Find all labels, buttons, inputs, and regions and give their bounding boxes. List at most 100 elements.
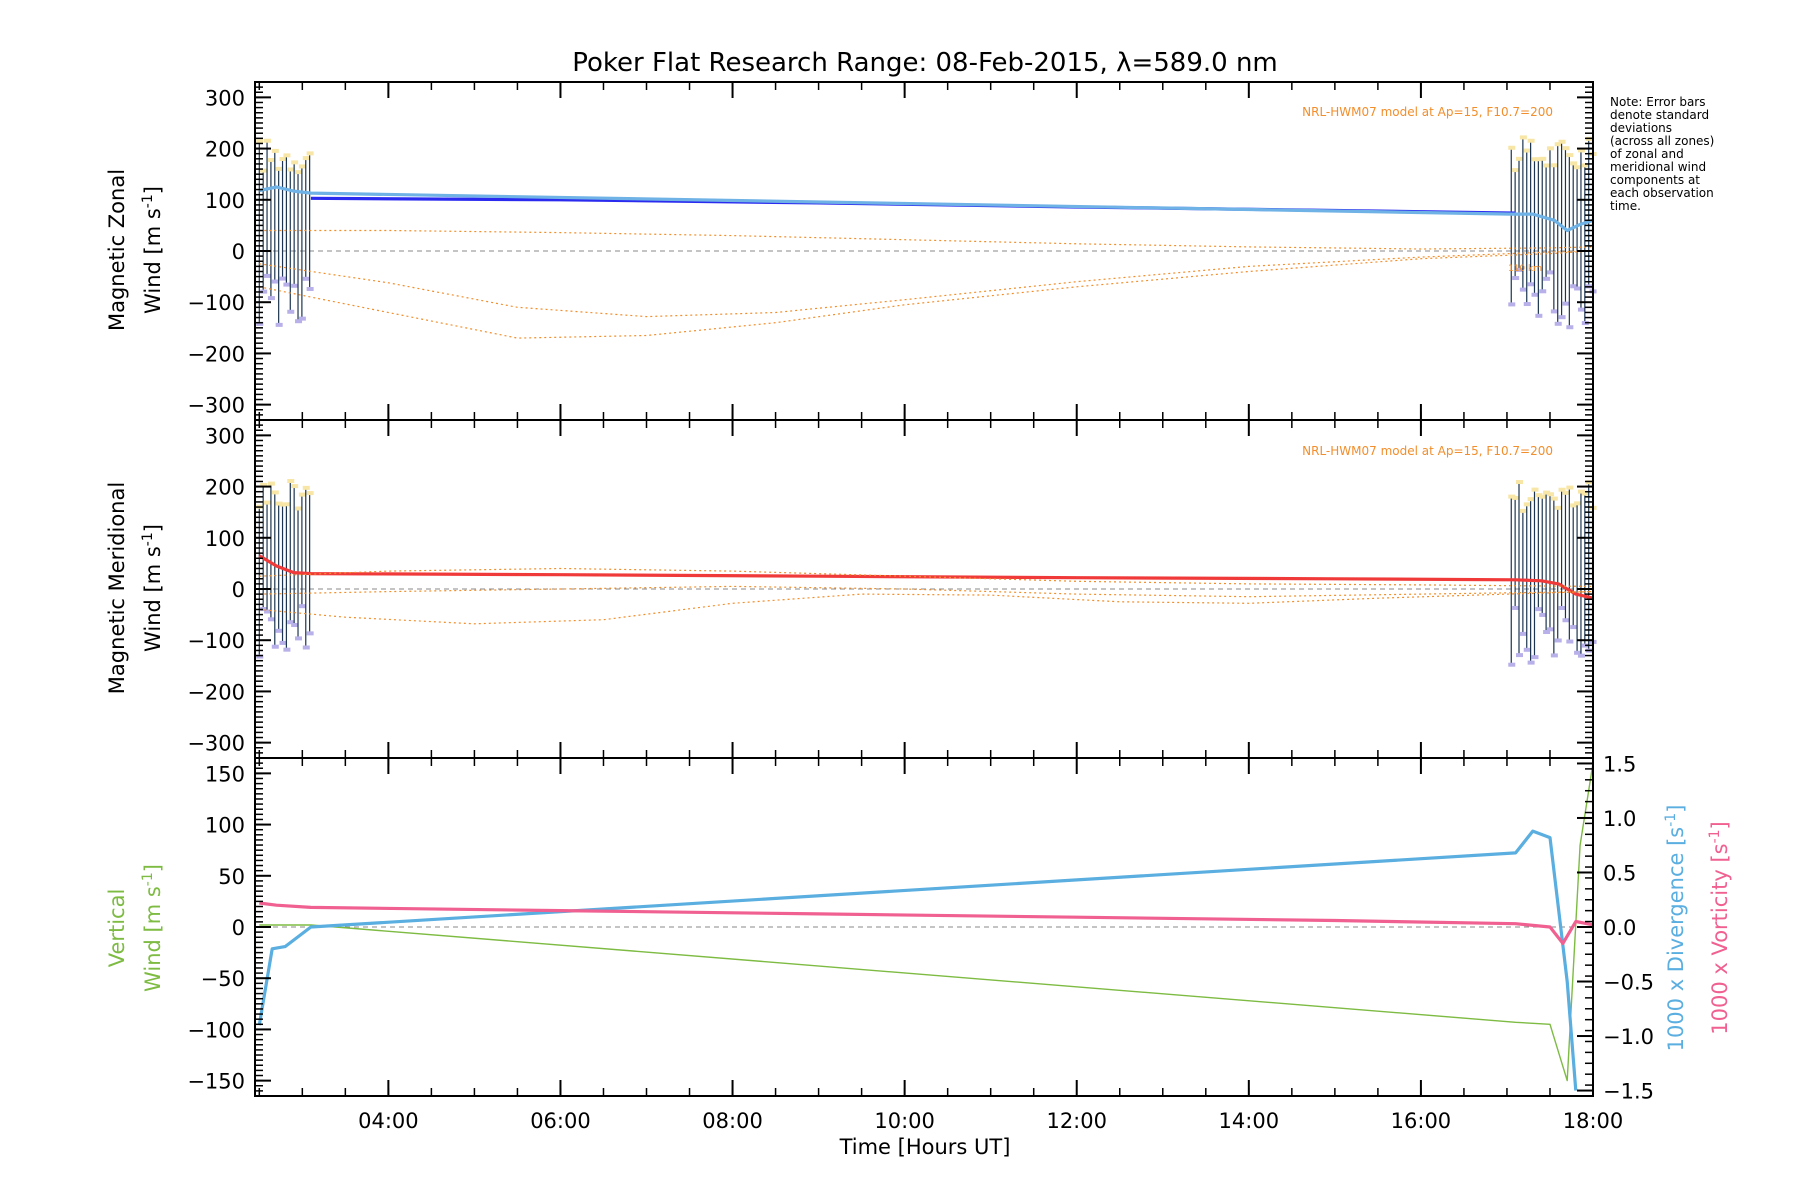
- vertical-wind-panel: −150 −100 −50 0 50 100 150 −1.5 −1.0 −0.5 0.0 0.5 1.…: [187, 752, 1654, 1133]
- error-bar-cap-top: [1531, 487, 1539, 492]
- error-bar-cap-top: [283, 502, 291, 507]
- y-tick-label: 100: [205, 814, 245, 838]
- error-bar-cap-top: [279, 502, 287, 507]
- error-bar-cap-bottom: [1508, 302, 1516, 307]
- series-line: [258, 554, 1594, 600]
- error-bar-cap-bottom: [298, 604, 306, 609]
- error-bar-cap-top: [1558, 139, 1566, 144]
- error-bar-cap-bottom: [1531, 292, 1539, 297]
- y-tick-label: 100: [205, 527, 245, 551]
- series-line: [259, 585, 1594, 598]
- error-bar-cap-bottom: [1550, 653, 1558, 658]
- error-bar-cap-top: [1566, 153, 1574, 158]
- error-bar-cap-top: [1562, 490, 1570, 495]
- error-bar-cap-bottom: [1519, 287, 1527, 292]
- note-line: of zonal and: [1610, 147, 1684, 161]
- error-bar-cap-bottom: [1539, 289, 1547, 294]
- error-bar-cap-bottom: [279, 276, 287, 281]
- note-line: deviations: [1610, 121, 1672, 135]
- error-bar-cap-top: [1570, 503, 1578, 508]
- series-line: [257, 829, 1578, 1091]
- error-bar-cap-top: [1577, 489, 1585, 494]
- y2-tick-label: −0.5: [1603, 971, 1654, 995]
- error-bar-cap-top: [1527, 497, 1535, 502]
- error-bar-cap-top: [1523, 502, 1531, 507]
- y2-tick-label: 0.5: [1603, 861, 1636, 885]
- error-bar-cap-top: [275, 166, 283, 171]
- zonal-ylabel-units: Wind [m s-1]: [140, 186, 165, 314]
- error-bar-cap-bottom: [275, 628, 283, 633]
- y-tick-label: −100: [187, 1018, 245, 1042]
- error-bar-cap-top: [295, 506, 303, 511]
- y2-tick-label: 0.0: [1603, 916, 1636, 940]
- x-tick-label: 18:00: [1563, 1109, 1624, 1133]
- error-bar-cap-bottom: [1562, 301, 1570, 306]
- error-bar-cap-top: [1508, 494, 1516, 499]
- error-bar-cap-bottom: [271, 644, 279, 649]
- error-bar-cap-bottom: [295, 636, 303, 641]
- series-line: [259, 229, 1594, 250]
- y-tick-label: 200: [205, 476, 245, 500]
- error-bar-cap-top: [1535, 157, 1543, 162]
- error-bar-cap-bottom: [1531, 655, 1539, 660]
- series-line: [259, 250, 1594, 318]
- x-axis-label: Time [Hours UT]: [839, 1135, 1011, 1159]
- x-tick-label: 04:00: [358, 1109, 419, 1133]
- error-bar-cap-bottom: [1546, 270, 1554, 275]
- error-bar-cap-top: [267, 157, 275, 162]
- error-bar-cap-bottom: [1519, 631, 1527, 636]
- error-bar-cap-bottom: [1512, 605, 1520, 610]
- error-bar-cap-top: [295, 170, 303, 175]
- series-line: [258, 185, 1594, 233]
- error-bar-cap-top: [287, 167, 295, 172]
- error-bar-cap-bottom: [1570, 284, 1578, 289]
- error-bar-cap-bottom: [260, 607, 268, 612]
- error-bar-cap-top: [1550, 496, 1558, 501]
- error-bar-cap-top: [1581, 491, 1589, 496]
- y-tick-label: 0: [232, 578, 245, 602]
- y-tick-label: −50: [201, 967, 245, 991]
- error-bar-cap-top: [1577, 148, 1585, 153]
- y-tick-label: 300: [205, 86, 245, 110]
- error-bar-cap-top: [279, 156, 287, 161]
- error-bar-cap-top: [1531, 157, 1539, 162]
- vertical-ylabel: Vertical: [105, 889, 129, 968]
- error-bar-cap-bottom: [271, 279, 279, 284]
- error-bar-cap-bottom: [1566, 639, 1574, 644]
- divergence-ylabel: 1000 x Divergence [s-1]: [1663, 805, 1688, 1052]
- error-bar-cap-bottom: [264, 609, 272, 614]
- vorticity-ylabel: 1000 x Vorticity [s-1]: [1707, 821, 1732, 1035]
- error-bar-cap-bottom: [302, 276, 310, 281]
- error-bar-cap-top: [287, 479, 295, 484]
- error-bar-cap-top: [1562, 146, 1570, 151]
- note-line: denote standard: [1610, 108, 1709, 122]
- note-line: time.: [1610, 199, 1641, 213]
- error-bar-cap-top: [1519, 135, 1527, 140]
- error-bar-cap-bottom: [1527, 282, 1535, 287]
- error-bar-cap-top: [302, 156, 310, 161]
- error-bar-cap-bottom: [1516, 267, 1524, 272]
- error-bar-cap-top: [1512, 495, 1520, 500]
- error-bar-cap-bottom: [287, 309, 295, 314]
- vertical-ylabel-units: Wind [m s-1]: [140, 864, 165, 992]
- note-line: components at: [1610, 173, 1700, 187]
- error-bar-cap-top: [1527, 138, 1535, 143]
- series-line: [259, 567, 1594, 588]
- error-bar-cap-top: [1523, 148, 1531, 153]
- y-tick-label: −300: [187, 394, 245, 418]
- error-bar-cap-top: [264, 500, 272, 505]
- error-bar-cap-bottom: [1508, 662, 1516, 667]
- error-bar-cap-bottom: [291, 283, 299, 288]
- error-bar-cap-top: [298, 492, 306, 497]
- meridional-ylabel-units: Wind [m s-1]: [140, 524, 165, 652]
- error-bar-cap-bottom: [302, 645, 310, 650]
- error-bar-cap-top: [291, 484, 299, 489]
- error-bar-cap-bottom: [1539, 612, 1547, 617]
- y-tick-label: 0: [232, 240, 245, 264]
- series-line: [259, 762, 1594, 1082]
- error-bar-cap-bottom: [267, 296, 275, 301]
- error-bar-cap-bottom: [256, 321, 264, 326]
- error-bar-cap-bottom: [1554, 638, 1562, 643]
- y2-tick-label: −1.0: [1603, 1025, 1654, 1049]
